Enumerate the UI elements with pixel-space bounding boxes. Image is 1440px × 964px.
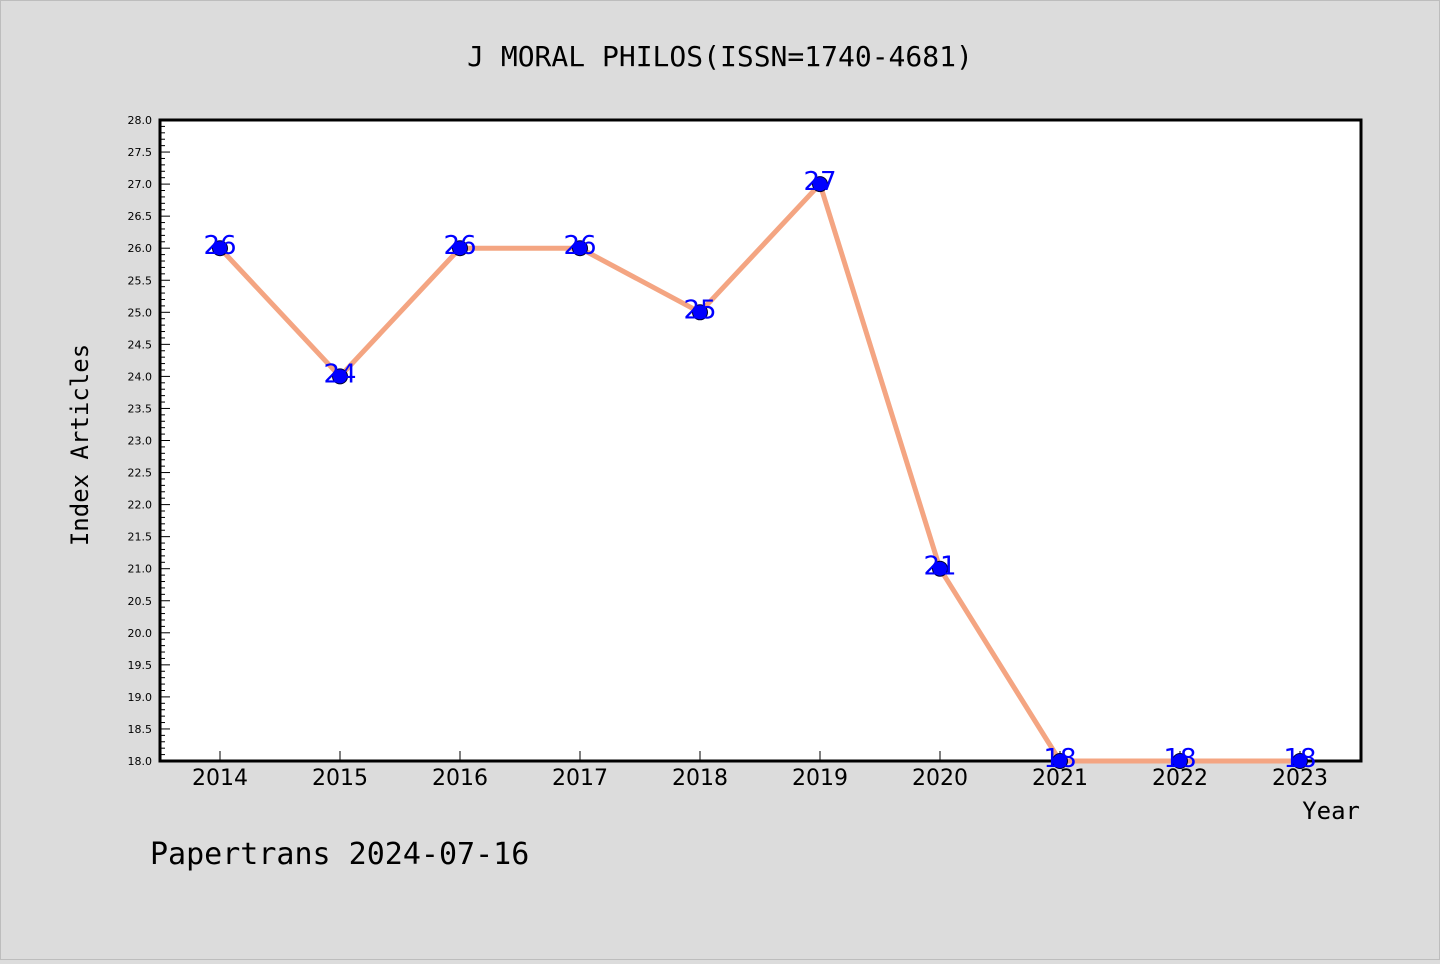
x-tick-label: 2022	[1152, 766, 1208, 791]
x-tick-label: 2017	[552, 766, 608, 791]
data-points-layer	[212, 176, 1308, 769]
y-axis-label: Index Articles	[66, 344, 94, 546]
chart-title: J MORAL PHILOS(ISSN=1740-4681)	[467, 40, 973, 73]
data-label: 27	[803, 167, 836, 197]
x-tick-label: 2023	[1272, 766, 1328, 791]
y-tick-label: 26.5	[128, 210, 153, 223]
x-axis-label: Year	[1302, 797, 1360, 825]
x-tick-label: 2015	[312, 766, 368, 791]
y-tick-label: 26.0	[128, 242, 153, 255]
y-tick-label: 25.0	[128, 306, 153, 319]
x-tick-label: 2016	[432, 766, 488, 791]
series-line	[217, 181, 1303, 764]
data-label: 18	[1043, 744, 1076, 774]
plot-area	[158, 118, 1363, 763]
data-labels-layer: 26 24 26 26 25 27 21 18 18 18	[203, 167, 1316, 774]
y-tick-label: 19.0	[128, 691, 153, 704]
data-label: 18	[1283, 744, 1316, 774]
data-label: 18	[1163, 744, 1196, 774]
data-point	[452, 240, 468, 257]
y-axis: 18.0 18.5 19.0 19.5 20.0 20.5 21.0 21.5 22.0 22.5…	[128, 114, 170, 768]
y-tick-label: 23.0	[128, 435, 153, 448]
data-label: 26	[563, 231, 596, 261]
y-tick-label: 18.0	[128, 755, 153, 768]
watermark-text: Papertrans 2024-07-16	[150, 837, 529, 872]
data-point	[1292, 753, 1308, 769]
y-tick-label: 18.5	[128, 723, 153, 736]
data-point	[1172, 753, 1188, 769]
data-label: 25	[683, 295, 716, 325]
y-tick-label: 21.0	[128, 563, 153, 576]
x-tick-label: 2019	[792, 766, 848, 791]
y-tick-label: 23.5	[128, 402, 153, 415]
data-point	[1052, 753, 1068, 769]
x-tick-label: 2018	[672, 766, 728, 791]
data-point	[332, 368, 348, 385]
data-point	[932, 560, 948, 577]
x-axis: 2014 2015 2016 2017 2018 2019 2020 2021 2022 2023	[192, 751, 1328, 791]
y-tick-label: 22.0	[128, 499, 153, 512]
series-line-layer	[217, 181, 1303, 764]
x-tick-label: 2020	[912, 766, 968, 791]
y-tick-label: 27.5	[128, 146, 153, 159]
y-tick-label: 28.0	[128, 114, 153, 127]
y-tick-label: 20.0	[128, 627, 153, 640]
y-tick-label: 19.5	[128, 659, 153, 672]
data-point	[692, 304, 708, 321]
y-tick-label: 25.5	[128, 274, 153, 287]
data-point	[212, 240, 228, 257]
y-tick-label: 24.0	[128, 370, 153, 383]
y-tick-label: 24.5	[128, 338, 153, 351]
y-tick-label: 20.5	[128, 595, 153, 608]
y-tick-label: 21.5	[128, 531, 153, 544]
data-label: 24	[323, 359, 356, 389]
y-tick-label: 22.5	[128, 467, 153, 480]
data-point	[572, 240, 588, 257]
y-tick-label: 27.0	[128, 178, 153, 191]
data-label: 26	[203, 231, 236, 261]
x-tick-label: 2014	[192, 766, 248, 791]
x-tick-label: 2021	[1032, 766, 1088, 791]
data-label: 21	[923, 552, 956, 582]
data-point	[812, 176, 828, 193]
data-label: 26	[443, 231, 476, 261]
